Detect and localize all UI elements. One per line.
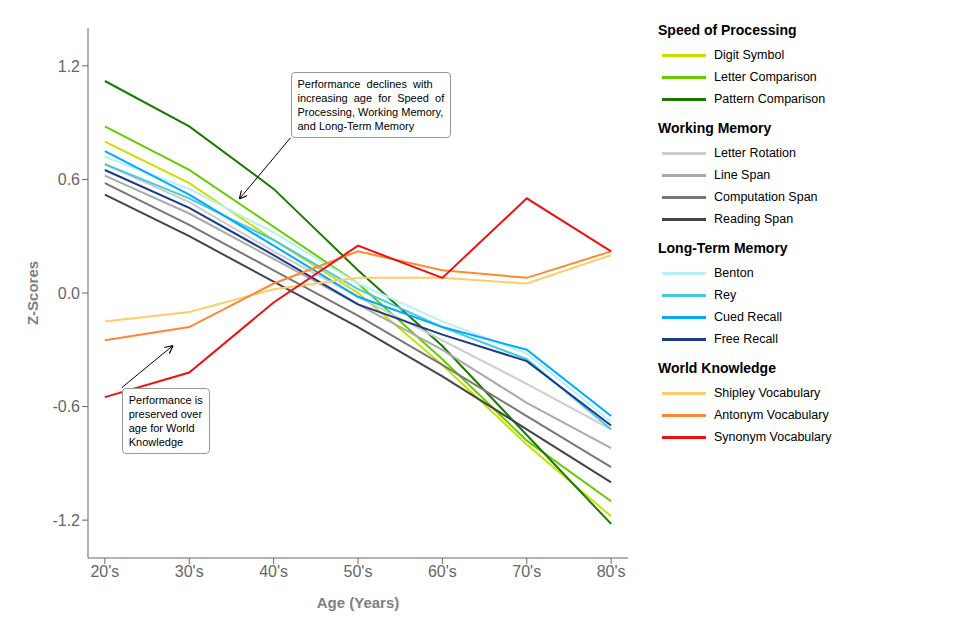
html-text:Shipley Vocabulary: Shipley Vocabulary — [714, 386, 821, 400]
svg-text:70's: 70's — [512, 563, 541, 580]
html-text:Free Recall: Free Recall — [714, 332, 778, 346]
html-text:Letter Rotation: Letter Rotation — [714, 146, 796, 160]
html-text:Speed of Processing: Speed of Processing — [658, 22, 797, 38]
html-text:Reading Span: Reading Span — [714, 212, 794, 226]
html-text:Benton: Benton — [714, 266, 754, 280]
svg-text:30's: 30's — [175, 563, 204, 580]
html-text:Long-Term Memory: Long-Term Memory — [658, 240, 788, 256]
svg-text:60's: 60's — [428, 563, 457, 580]
svg-text:Z-Scores: Z-Scores — [24, 261, 41, 325]
svg-text:40's: 40's — [259, 563, 288, 580]
svg-text:0.0: 0.0 — [58, 285, 80, 302]
html-text:Working Memory: Working Memory — [658, 120, 772, 136]
svg-text:-1.2: -1.2 — [52, 512, 80, 529]
svg-text:1.2: 1.2 — [58, 58, 80, 75]
html-text:World Knowledge: World Knowledge — [658, 360, 776, 376]
svg-text:Age (Years): Age (Years) — [317, 594, 400, 611]
svg-text:-0.6: -0.6 — [52, 398, 80, 415]
html-text:Line Span: Line Span — [714, 168, 771, 182]
svg-text:0.6: 0.6 — [58, 171, 80, 188]
html-text:Cued Recall: Cued Recall — [714, 310, 783, 324]
html-text:Performance is preserved over: Performance is preserved over age for Wo… — [128, 393, 203, 448]
html-text:Antonym Vocabulary: Antonym Vocabulary — [714, 408, 829, 422]
svg-text:50's: 50's — [344, 563, 373, 580]
html-text:Rey: Rey — [714, 288, 737, 302]
html-text:Letter Comparison: Letter Comparison — [714, 70, 817, 84]
html-text:Performance declines with incr: Performance declines with increasing age… — [297, 77, 445, 132]
html-text:Digit Symbol: Digit Symbol — [714, 48, 785, 62]
html-text:Computation Span: Computation Span — [714, 190, 818, 204]
html-text:Pattern Comparison: Pattern Comparison — [714, 92, 826, 106]
html-text:Synonym Vocabulary: Synonym Vocabulary — [714, 430, 832, 444]
svg-text:80's: 80's — [597, 563, 626, 580]
svg-text:20's: 20's — [90, 563, 119, 580]
